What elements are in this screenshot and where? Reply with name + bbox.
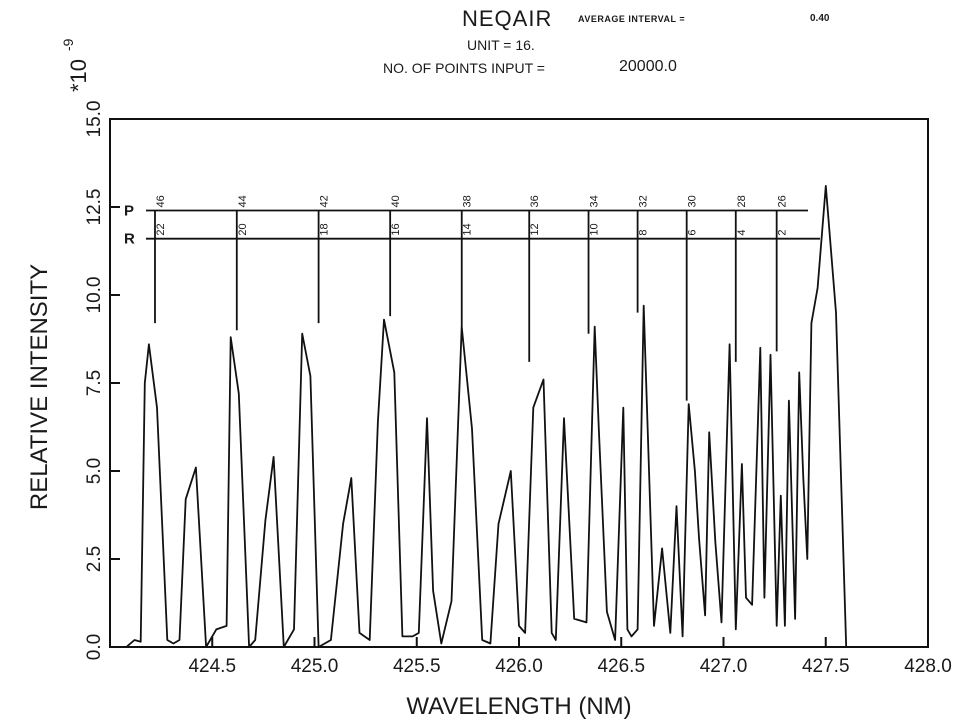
plot-frame xyxy=(109,118,929,648)
p-line-label: 30 xyxy=(687,195,699,207)
y-tick-label: 15.0 xyxy=(84,101,105,138)
p-line-label: 40 xyxy=(390,195,402,207)
spectrum-series-line xyxy=(125,185,920,648)
y-tick-label: 5.0 xyxy=(84,458,105,484)
p-line-label: 38 xyxy=(462,195,474,207)
p-line-label: 26 xyxy=(777,195,789,207)
unit-text: UNIT = 16. xyxy=(467,37,535,53)
y-tick-label: 10.0 xyxy=(84,277,105,314)
y-tick-label: 12.5 xyxy=(84,189,105,226)
p-line-label: 44 xyxy=(237,195,249,207)
y-tick-label: 0.0 xyxy=(84,634,105,660)
y-multiplier: *10 -9 xyxy=(60,38,91,92)
r-branch-label: R xyxy=(124,231,135,248)
p-branch-label: P xyxy=(124,203,134,220)
r-line-label: 22 xyxy=(155,223,167,235)
r-line-label: 6 xyxy=(687,230,699,236)
x-tick-label: 425.5 xyxy=(393,656,441,677)
r-line-label: 12 xyxy=(529,223,541,235)
average-interval-value: 0.40 xyxy=(810,13,830,24)
x-tick-label: 426.0 xyxy=(495,656,543,677)
y-multiplier-base: *10 xyxy=(66,59,91,92)
r-line-label: 18 xyxy=(319,223,331,235)
p-line-label: 46 xyxy=(155,195,167,207)
line-markers: PR46224420421840163814361234103283062842… xyxy=(124,195,820,401)
x-tick-label: 426.5 xyxy=(597,656,645,677)
r-line-label: 8 xyxy=(638,230,650,236)
average-interval-label: AVERAGE INTERVAL = xyxy=(578,14,686,24)
r-line-label: 10 xyxy=(589,223,601,235)
p-line-label: 34 xyxy=(589,195,601,207)
x-axis-label: WAVELENGTH (NM) xyxy=(406,693,631,720)
points-input-value: 20000.0 xyxy=(619,58,677,75)
y-axis-label: RELATIVE INTENSITY xyxy=(26,264,53,510)
x-tick-label: 424.5 xyxy=(188,656,236,677)
r-line-label: 4 xyxy=(736,230,748,236)
chart-title: NEQAIR xyxy=(462,6,553,31)
points-input-label: NO. OF POINTS INPUT = xyxy=(383,60,545,76)
p-line-label: 28 xyxy=(736,195,748,207)
x-tick-label: 425.0 xyxy=(291,656,339,677)
x-tick-label: 427.0 xyxy=(700,656,748,677)
y-axis: 0.0 2.5 5.0 7.5 10.0 12.5 15.0 xyxy=(84,101,120,660)
x-tick-label: 428.0 xyxy=(904,656,952,677)
x-tick-label: 427.5 xyxy=(802,656,850,677)
r-line-label: 20 xyxy=(237,223,249,235)
r-line-label: 16 xyxy=(390,223,402,235)
r-line-label: 2 xyxy=(777,230,789,236)
y-multiplier-exponent: -9 xyxy=(60,38,76,51)
y-tick-label: 7.5 xyxy=(84,370,105,396)
p-line-label: 32 xyxy=(638,195,650,207)
y-tick-label: 2.5 xyxy=(84,546,105,572)
r-line-label: 14 xyxy=(462,223,474,235)
p-line-label: 42 xyxy=(319,195,331,207)
p-line-label: 36 xyxy=(529,195,541,207)
x-axis: 424.5 425.0 425.5 426.0 426.5 427.0 427.5 428.0 xyxy=(188,637,952,677)
